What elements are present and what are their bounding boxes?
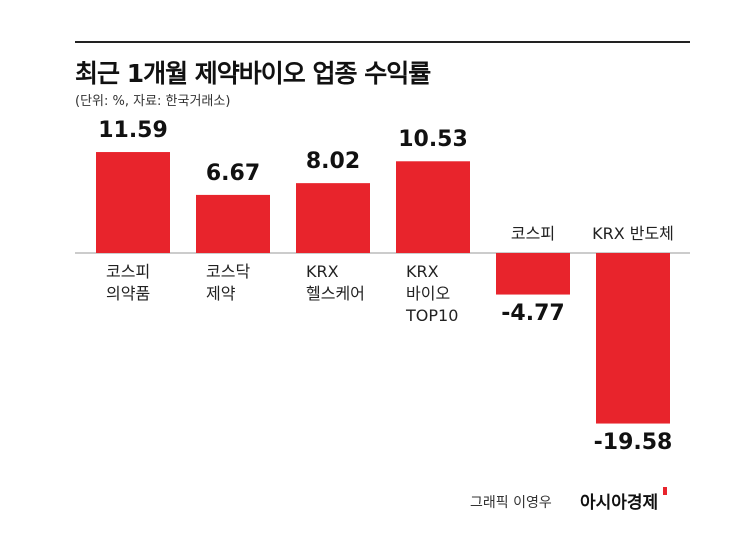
value-label: 8.02 bbox=[305, 149, 361, 175]
category-label: 코스피 bbox=[510, 224, 556, 243]
category-label: KRX 반도체 bbox=[592, 224, 674, 243]
value-label: -19.58 bbox=[593, 429, 673, 455]
publisher: 아시아경제 bbox=[580, 493, 659, 513]
logo-mark bbox=[663, 487, 667, 495]
value-label: 6.67 bbox=[205, 160, 261, 186]
bar bbox=[196, 194, 270, 253]
bar bbox=[96, 152, 170, 253]
bar bbox=[496, 253, 570, 295]
bar bbox=[596, 253, 670, 424]
credit: 그래픽 이영우 bbox=[470, 495, 552, 511]
category-label: 코스닥 제약 bbox=[206, 262, 251, 303]
bar bbox=[296, 183, 370, 253]
value-label: -4.77 bbox=[501, 300, 565, 326]
value-label: 11.59 bbox=[98, 118, 168, 144]
chart-title: 최근 1개월 제약바이오 업종 수익률 bbox=[75, 59, 431, 88]
bar bbox=[396, 161, 470, 253]
category-label: 코스피 의약품 bbox=[106, 262, 151, 303]
category-label: KRX 바이오 TOP10 bbox=[406, 262, 459, 325]
chart-subtitle: (단위: %, 자료: 한국거래소) bbox=[75, 94, 231, 109]
value-label: 10.53 bbox=[398, 127, 468, 153]
category-label: KRX 헬스케어 bbox=[306, 262, 365, 303]
